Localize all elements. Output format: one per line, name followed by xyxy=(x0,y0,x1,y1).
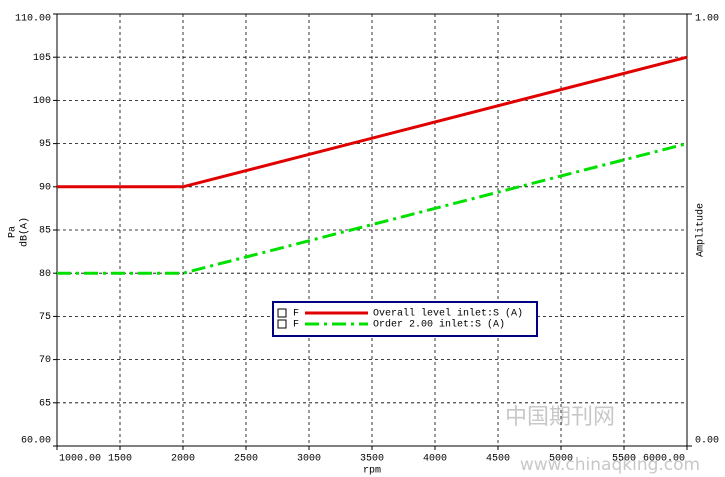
watermark: 中国期刊网 xyxy=(505,405,615,430)
x-tick-label: 4500 xyxy=(486,454,510,465)
y2-tick-label: 1.00 xyxy=(695,14,719,25)
y-tick-label: 85 xyxy=(39,226,51,237)
y2-tick-label: 0.00 xyxy=(695,436,719,447)
y2-axis-label: Amplitude xyxy=(695,203,707,257)
legend-label: Overall level inlet:S (A) xyxy=(373,308,523,320)
watermark: www.chinaqking.com xyxy=(520,455,700,475)
legend-label: Order 2.00 inlet:S (A) xyxy=(373,319,505,331)
x-tick-label: 1000.00 xyxy=(59,454,101,465)
x-axis-label: rpm xyxy=(363,466,381,477)
x-tick-label: 3500 xyxy=(360,454,384,465)
legend-flag: F xyxy=(293,320,299,331)
y-tick-label: 70 xyxy=(39,355,51,366)
legend-checkbox xyxy=(277,319,287,329)
legend-checkbox xyxy=(277,308,287,318)
x-tick-label: 4000 xyxy=(423,454,447,465)
y-tick-label: 80 xyxy=(39,269,51,280)
legend-box xyxy=(272,301,538,337)
y-axis-label: Pa xyxy=(8,226,19,238)
x-tick-label: 2500 xyxy=(234,454,258,465)
y-tick-label: 110.00 xyxy=(15,14,51,25)
x-tick-label: 5000 xyxy=(549,454,573,465)
y-tick-label: 65 xyxy=(39,398,51,409)
x-tick-label: 1500 xyxy=(108,454,132,465)
x-tick-label: 3000 xyxy=(297,454,321,465)
x-tick-label: 6000.00 xyxy=(643,454,685,465)
y-tick-label: 75 xyxy=(39,312,51,323)
series-line xyxy=(57,142,688,275)
legend-flag: F xyxy=(293,309,299,320)
y-tick-label: 90 xyxy=(39,182,51,193)
y-tick-label: 60.00 xyxy=(21,436,51,447)
y-axis-unit: dB(A) xyxy=(19,217,31,247)
x-tick-label: 2000 xyxy=(171,454,195,465)
x-tick-label: 5500 xyxy=(612,454,636,465)
y-tick-label: 105 xyxy=(33,53,51,64)
y-tick-label: 95 xyxy=(39,139,51,150)
y-tick-label: 100 xyxy=(33,96,51,107)
series-line xyxy=(57,55,688,189)
